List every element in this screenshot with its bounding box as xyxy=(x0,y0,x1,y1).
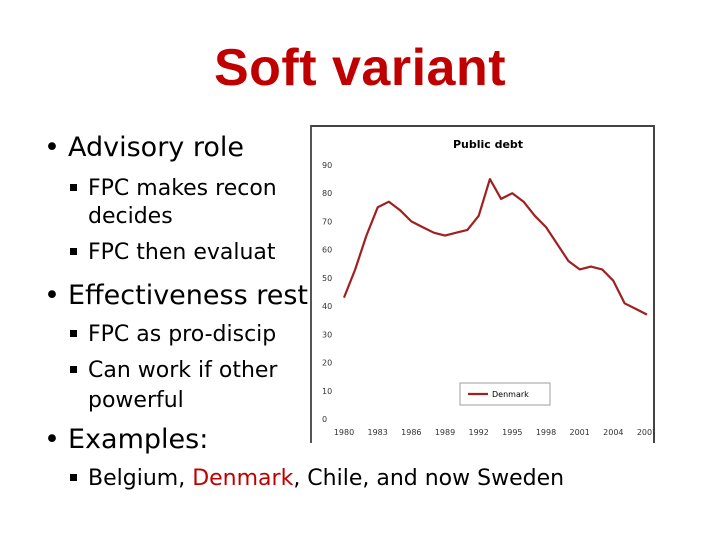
y-tick-label: 60 xyxy=(322,246,332,255)
sub-bullet-text: FPC makes recon xyxy=(88,176,277,201)
public-debt-chart: Public debt 0 10 20 30 40 50 60 70 80 90 1980 1983 19… xyxy=(310,125,655,443)
y-tick-label: 30 xyxy=(322,330,332,339)
y-tick-label: 90 xyxy=(322,161,332,170)
square-bullet-icon xyxy=(70,247,77,255)
x-tick-label: 1995 xyxy=(502,428,522,437)
y-tick-label: 80 xyxy=(322,189,332,198)
sub-bullet-continuation: powerful xyxy=(88,388,184,413)
y-tick-label: 40 xyxy=(322,302,332,311)
legend-label: Denmark xyxy=(492,390,529,399)
y-tick-label: 20 xyxy=(322,359,332,368)
x-tick-label: 1989 xyxy=(435,428,455,437)
x-tick-label: 1986 xyxy=(401,428,421,437)
bullet-text: Examples: xyxy=(68,424,209,455)
chart-title: Public debt xyxy=(453,138,523,151)
series-line-denmark xyxy=(342,177,648,316)
bullet-advisory-role: • Advisory role xyxy=(44,132,244,164)
slide-title: Soft variant xyxy=(213,39,507,97)
x-tick-label: 2007 xyxy=(637,428,655,437)
x-tick-label: 1983 xyxy=(367,428,387,437)
sub-bullet-continuation: decides xyxy=(88,204,173,229)
sub-bullet-highlight: Denmark xyxy=(192,466,294,491)
chart-svg: Public debt 0 10 20 30 40 50 60 70 80 90 1980 1983 19… xyxy=(322,138,655,437)
square-bullet-icon xyxy=(70,183,77,191)
y-tick-label: 50 xyxy=(322,274,332,283)
legend-box xyxy=(459,382,551,406)
sub-bullet-pre: Belgium, xyxy=(88,466,193,491)
bullet-examples: • Examples: xyxy=(44,424,208,456)
sub-bullet-text: FPC then evaluat xyxy=(88,240,276,265)
sub-bullet: FPC makes recon xyxy=(70,176,277,202)
bullet-text: Advisory role xyxy=(68,132,245,163)
sub-bullet-text: FPC as pro-discip xyxy=(88,322,277,347)
x-tick-label: 1992 xyxy=(468,428,488,437)
sub-bullet: FPC as pro-discip xyxy=(70,322,276,348)
square-bullet-icon xyxy=(70,329,77,337)
x-tick-label: 1980 xyxy=(334,428,354,437)
sub-bullet-post: , Chile, and now Sweden xyxy=(293,466,565,491)
sub-bullet: Belgium, Denmark, Chile, and now Sweden xyxy=(70,466,564,492)
bullet-dot: • xyxy=(44,424,60,455)
square-bullet-icon xyxy=(70,365,77,373)
y-tick-label: 70 xyxy=(322,217,332,226)
sub-bullet-text: Can work if other xyxy=(88,358,278,383)
x-tick-label: 2004 xyxy=(603,428,623,437)
y-tick-label: 0 xyxy=(322,415,327,424)
bullet-dot: • xyxy=(44,280,60,311)
x-tick-label: 1998 xyxy=(536,428,556,437)
square-bullet-icon xyxy=(70,473,77,481)
sub-bullet: FPC then evaluat xyxy=(70,240,276,266)
x-tick-label: 2001 xyxy=(569,428,589,437)
y-tick-label: 10 xyxy=(322,387,332,396)
sub-bullet: Can work if other xyxy=(70,358,277,384)
bullet-text: Effectiveness rest xyxy=(68,280,309,311)
bullet-effectiveness: • Effectiveness rest xyxy=(44,280,308,312)
bullet-dot: • xyxy=(44,132,60,163)
